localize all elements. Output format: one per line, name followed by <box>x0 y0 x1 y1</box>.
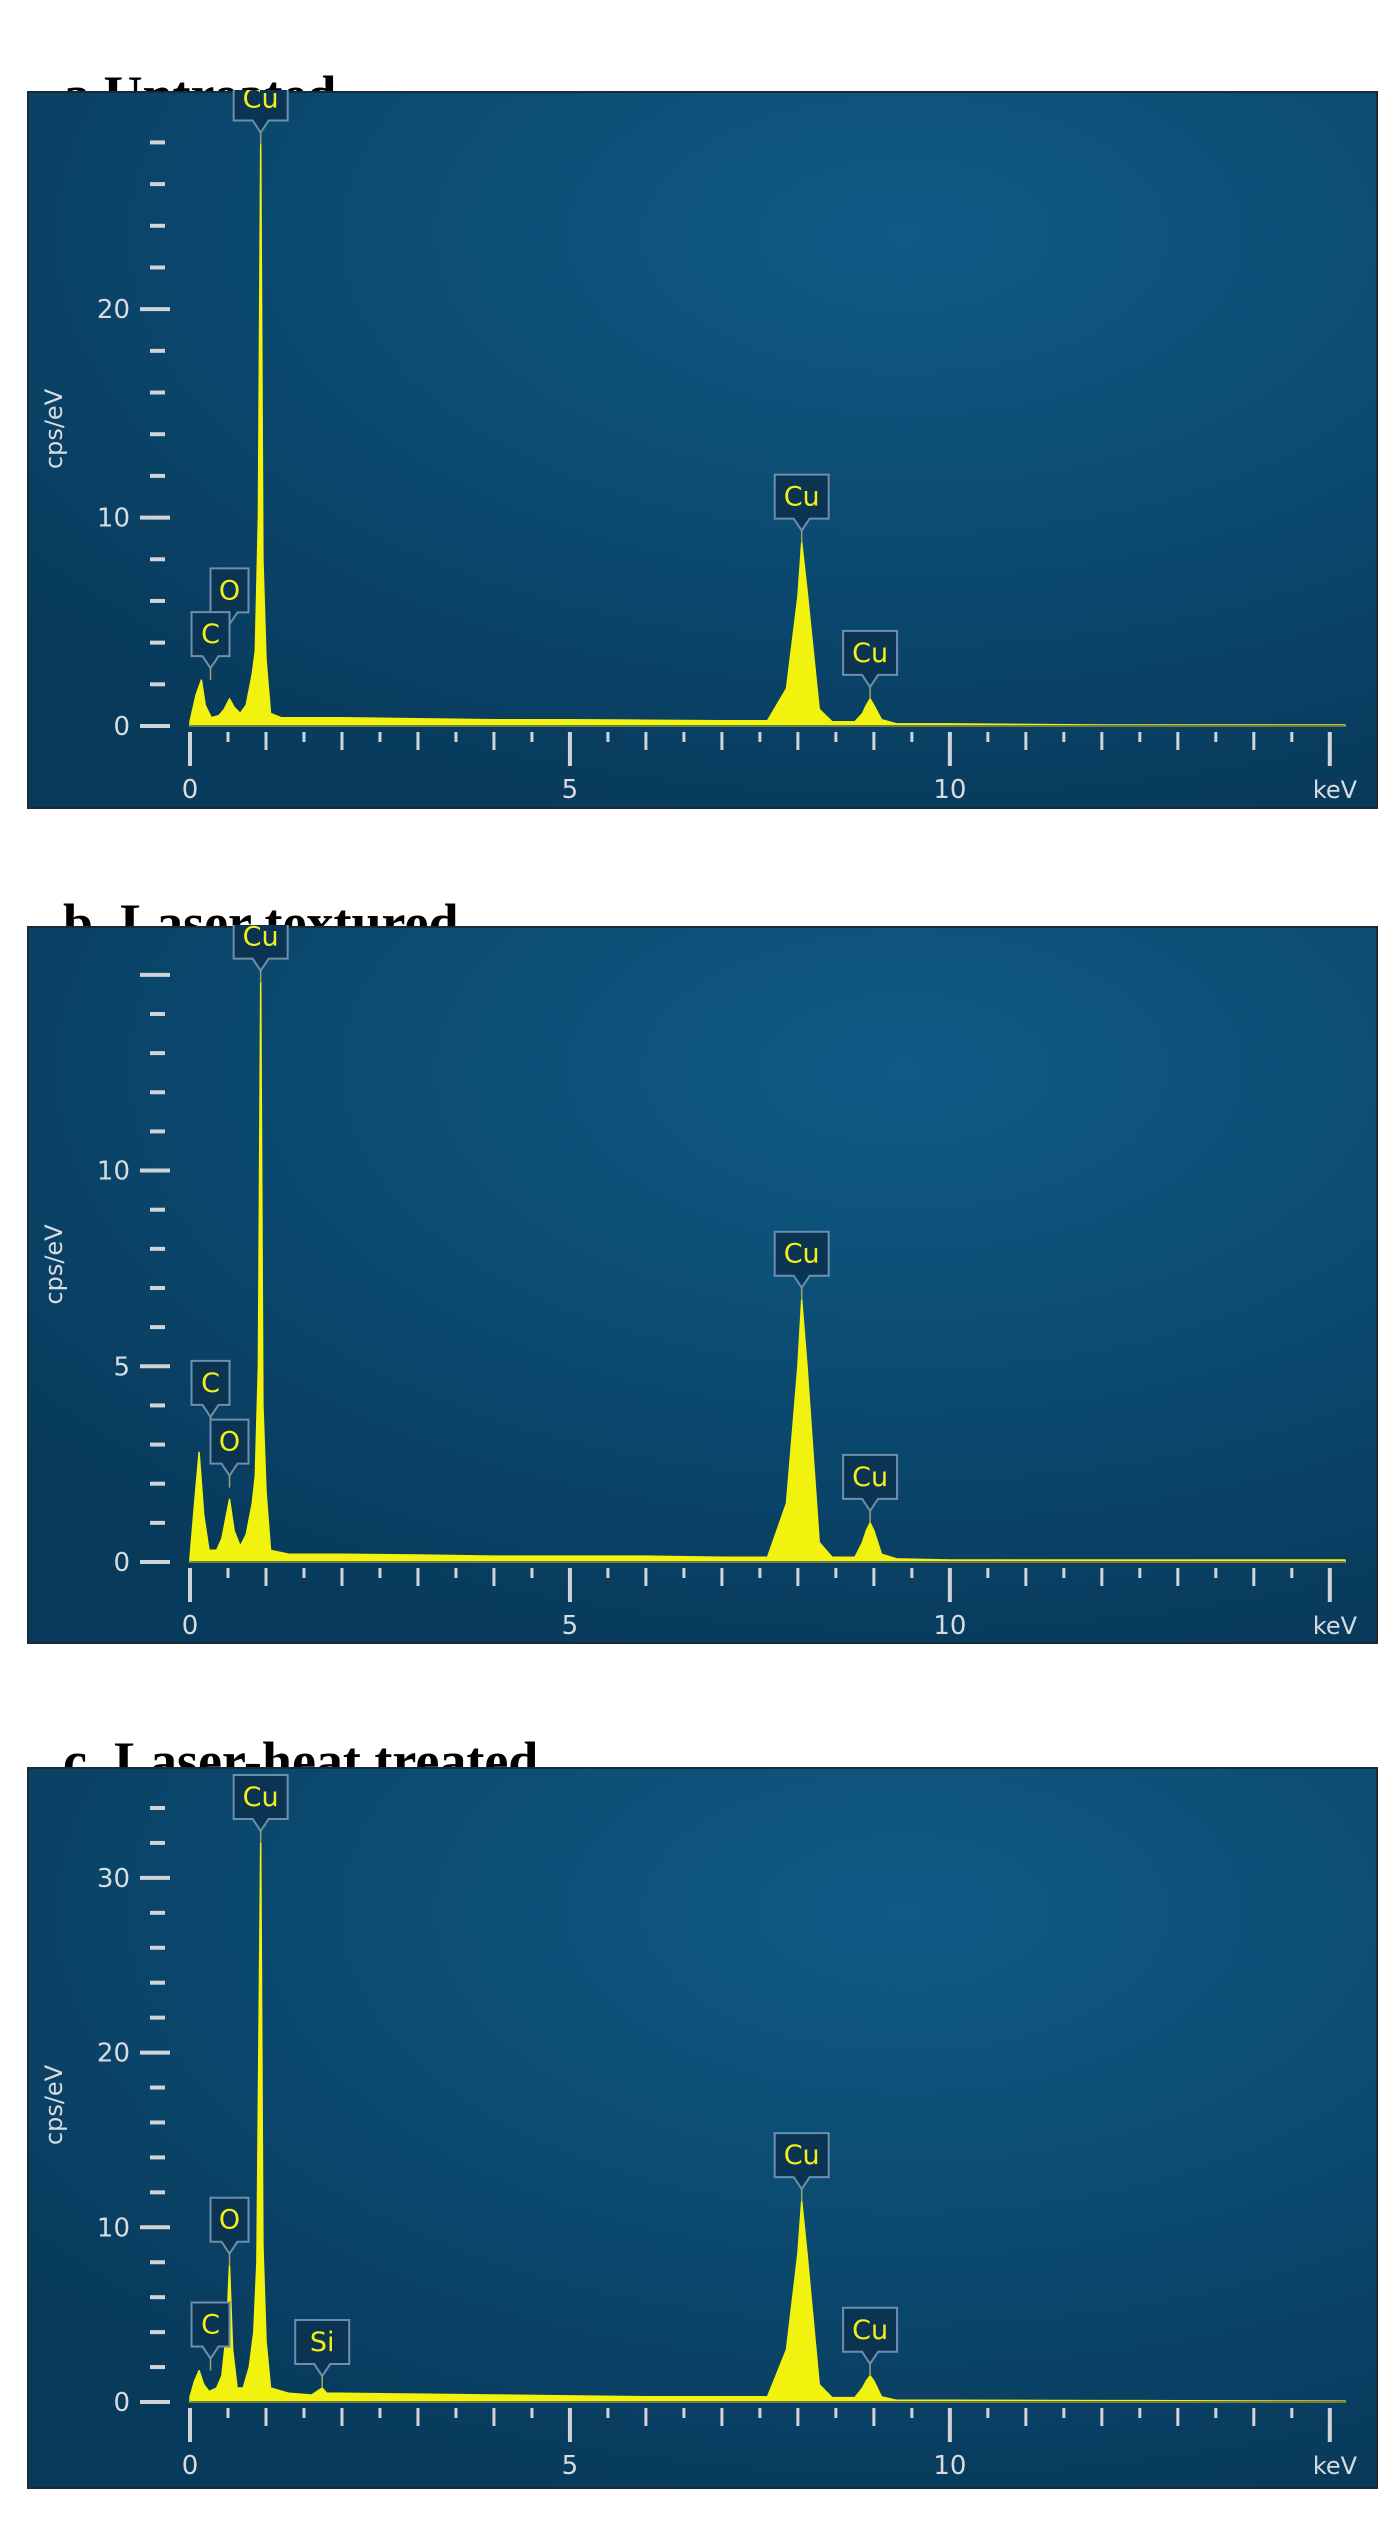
peak-label-o: O <box>209 1418 250 1488</box>
y-axis-label: cps/eV <box>40 2064 68 2145</box>
x-tick-label: 10 <box>933 1611 966 1641</box>
x-axis-label: keV <box>1313 776 1358 804</box>
y-tick-label: 20 <box>97 2039 130 2069</box>
peak-label-text: O <box>219 575 240 606</box>
spectrum-chart-laser-heat-treated: 0 10 20 30 cps/eV 0 5 10 keV Cu O C Si Cu Cu <box>27 1767 1378 2489</box>
x-tick-label: 10 <box>933 775 966 805</box>
y-axis-label: cps/eV <box>40 388 68 469</box>
peak-label-cu: Cu <box>773 2132 830 2202</box>
peak-label-text: Cu <box>852 638 888 669</box>
peak-label-text: C <box>201 619 220 650</box>
peak-label-box <box>190 2301 231 2361</box>
peak-label-box <box>842 629 899 689</box>
x-axis-label: keV <box>1313 2452 1358 2480</box>
peak-label-cu: Cu <box>773 1230 830 1300</box>
x-tick-label: 0 <box>182 2451 199 2481</box>
peak-label-box <box>209 1418 250 1478</box>
peak-label-cu: Cu <box>842 1453 899 1523</box>
y-axis-label: cps/eV <box>40 1224 68 1305</box>
y-tick-label: 10 <box>97 504 130 534</box>
peak-label-c: C <box>190 1359 231 1429</box>
peak-label-text: Cu <box>852 1462 888 1493</box>
x-axis-label: keV <box>1313 1612 1358 1640</box>
peak-label-box <box>190 611 231 670</box>
peak-label-text: Cu <box>784 482 820 513</box>
peak-label-box <box>232 90 289 135</box>
spectrum-chart-laser-textured: 0 5 10 cps/eV 0 5 10 keV Cu CO Cu Cu <box>27 925 1378 1644</box>
peak-label-c: C <box>190 611 231 681</box>
peak-label-cu: Cu <box>842 2306 899 2376</box>
spectrum-series <box>189 981 1346 1563</box>
peak-label-text: Cu <box>784 2140 820 2171</box>
y-tick-label: 30 <box>97 1864 130 1894</box>
peak-label-cu: Cu <box>232 90 289 145</box>
peak-label-box <box>773 1230 830 1290</box>
peak-label-box <box>190 1359 231 1419</box>
y-tick-label: 20 <box>97 295 130 325</box>
peak-label-box <box>209 2196 250 2256</box>
peak-label-text: Cu <box>243 1782 279 1813</box>
peak-label-text: C <box>201 1368 220 1399</box>
peak-label-text: Cu <box>784 1239 820 1270</box>
x-tick-label: 5 <box>562 775 579 805</box>
peak-label-box <box>773 2132 830 2191</box>
peak-label-cu: Cu <box>842 629 899 699</box>
peak-label-c: C <box>190 2301 231 2371</box>
peak-label-text: Cu <box>243 90 279 115</box>
spectrum-chart-untreated: 0 10 20 cps/eV 0 5 10 keV Cu OC Cu Cu <box>27 90 1378 809</box>
peak-label-text: Cu <box>243 925 279 953</box>
peak-label-text: C <box>201 2310 220 2341</box>
peak-label-box <box>773 473 830 533</box>
peak-label-cu: Cu <box>773 473 830 543</box>
x-tick-label: 0 <box>182 1611 199 1641</box>
x-tick-label: 5 <box>562 2451 579 2481</box>
peak-label-cu: Cu <box>232 925 289 983</box>
x-tick-label: 10 <box>933 2451 966 2481</box>
y-tick-label: 5 <box>113 1352 130 1382</box>
peak-label-box <box>294 2319 351 2378</box>
peak-label-text: Si <box>310 2327 335 2358</box>
y-tick-label: 10 <box>97 2213 130 2243</box>
peak-label-cu: Cu <box>232 1773 289 1843</box>
peak-label-box <box>842 2306 899 2366</box>
peak-label-o: O <box>209 2196 250 2266</box>
y-tick-label: 0 <box>113 1548 130 1578</box>
peak-label-box <box>842 1453 899 1513</box>
x-tick-label: 0 <box>182 775 199 805</box>
peak-label-box <box>232 1773 289 1833</box>
peak-label-si: Si <box>294 2319 351 2389</box>
y-tick-label: 10 <box>97 1157 130 1187</box>
peak-label-box <box>232 925 289 973</box>
y-tick-label: 0 <box>113 2388 130 2418</box>
y-tick-label: 0 <box>113 712 130 742</box>
peak-label-text: O <box>219 1427 240 1458</box>
peak-label-text: O <box>219 2205 240 2236</box>
x-tick-label: 5 <box>562 1611 579 1641</box>
spectrum-series <box>189 143 1346 727</box>
peak-label-text: Cu <box>852 2315 888 2346</box>
